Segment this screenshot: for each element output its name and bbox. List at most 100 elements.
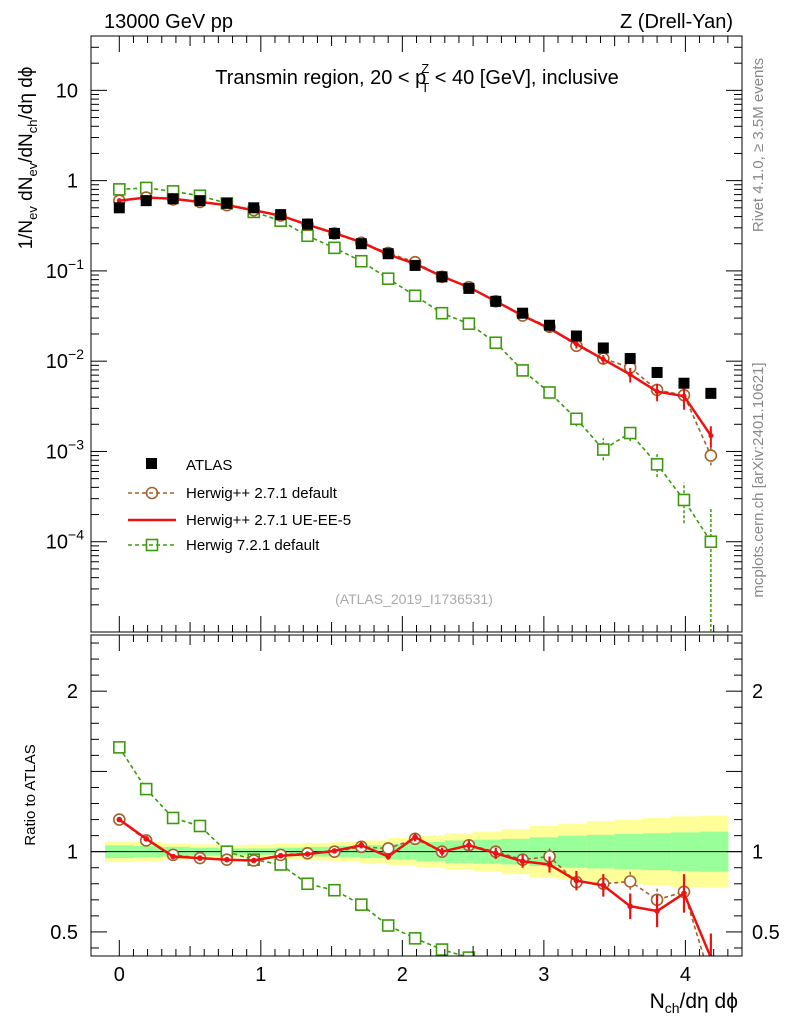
main-point-atlas <box>167 193 179 205</box>
main-point-atlas <box>328 227 340 239</box>
main-point-green <box>328 241 341 255</box>
ratio-point-red <box>412 834 418 841</box>
ratio-series-line-green <box>118 746 467 956</box>
process-label: Z (Drell-Yan) <box>620 11 733 33</box>
rivet-label: Rivet 4.1.0, ≥ 3.5M events <box>750 58 767 232</box>
main-point-green <box>462 317 476 331</box>
ratio-point-red <box>304 851 311 857</box>
main-point-red <box>116 198 122 204</box>
main-axis-tick-labels: 10−4 10−3 10−2 10−1 1 10 <box>46 80 84 553</box>
main-point-green <box>543 386 556 399</box>
legend-atlas-marker <box>146 458 157 469</box>
main-series-line-green <box>119 187 712 543</box>
main-point-atlas <box>463 282 475 294</box>
main-point-red <box>681 393 687 399</box>
main-point-atlas <box>570 330 582 342</box>
main-y-tick-label: 10 <box>56 80 78 102</box>
ratio-point-green <box>462 951 476 956</box>
ratio-point-green <box>301 877 314 891</box>
main-point-atlas <box>651 366 663 378</box>
ratio-point-green <box>166 811 180 825</box>
main-point-red <box>627 372 633 378</box>
legend-entry-herwigpp-ueee5: Herwig++ 2.7.1 UE-EE-5 <box>128 512 351 529</box>
ratio-axis-tick-labels: 0.5 0.5 1 1 2 2 0 1 2 3 4 <box>50 681 780 986</box>
main-point-green <box>355 254 368 268</box>
ratio-point-red <box>573 877 580 884</box>
main-point-green <box>650 458 664 471</box>
ratio-y-tick-label-right: 1 <box>752 842 763 864</box>
main-point-atlas <box>436 271 448 283</box>
main-series-line-red <box>119 196 712 437</box>
ratio-point-red <box>519 858 526 865</box>
x-tick-label: 4 <box>680 964 691 986</box>
main-series-line-brown <box>119 196 712 456</box>
main-point-atlas <box>194 195 206 207</box>
ratio-point-red <box>197 855 203 861</box>
ratio-series-line-red <box>118 818 712 956</box>
ratio-point-green <box>113 741 126 754</box>
ratio-point-green <box>435 943 449 956</box>
main-point-atlas <box>221 197 233 209</box>
main-point-red <box>654 389 660 395</box>
ratio-point-green <box>381 919 395 932</box>
x-tick-label: 0 <box>114 964 125 986</box>
main-panel: 10−4 10−3 10−2 10−1 1 10 Transmin region, 20 … <box>16 35 743 633</box>
ratio-point-red <box>546 861 553 868</box>
main-series <box>113 181 718 632</box>
legend-entry-atlas: ATLAS <box>146 457 232 474</box>
main-y-tick-label: 10−2 <box>46 346 84 373</box>
beam-label: 13000 GeV pp <box>104 11 233 33</box>
ratio-axis-ticks <box>91 635 743 956</box>
ratio-y-tick-label-left: 0.5 <box>50 922 78 944</box>
main-point-green <box>704 535 718 549</box>
ratio-point-red <box>277 852 284 859</box>
main-y-tick-label: 10−4 <box>46 527 84 554</box>
legend-herwigpp-ueee5-label: Herwig++ 2.7.1 UE-EE-5 <box>186 512 351 529</box>
x-tick-label: 1 <box>255 964 266 986</box>
ratio-point-red <box>358 842 365 849</box>
ratio-point-red <box>627 903 633 910</box>
ratio-point-red <box>600 882 607 889</box>
ratio-point-red <box>439 848 445 855</box>
x-tick-label: 2 <box>397 964 408 986</box>
main-point-atlas <box>544 319 556 331</box>
main-point-atlas <box>705 387 717 399</box>
ratio-point-green <box>328 883 341 897</box>
ratio-y-tick-label-right: 0.5 <box>752 922 780 944</box>
ratio-y-tick-label-left: 2 <box>67 681 78 703</box>
x-axis-label: Nch/dη dϕ <box>650 990 738 1016</box>
ratio-y-axis-label: Ratio to ATLAS <box>22 744 39 845</box>
main-axis-ticks <box>91 35 743 633</box>
main-point-green <box>677 493 691 507</box>
x-tick-label: 3 <box>538 964 549 986</box>
main-y-tick-label: 1 <box>67 171 78 193</box>
main-point-atlas <box>302 218 314 230</box>
main-point-red <box>600 356 606 362</box>
main-point-green <box>623 426 637 440</box>
main-point-atlas <box>355 238 367 250</box>
ratio-point-red <box>654 908 660 914</box>
analysis-id: (ATLAS_2019_I1736531) <box>335 591 493 607</box>
ratio-series <box>113 741 714 956</box>
ratio-point-red <box>250 857 257 864</box>
ratio-y-tick-label-left: 1 <box>67 842 78 864</box>
ratio-point-green <box>355 898 368 911</box>
ratio-point-red <box>492 850 499 857</box>
legend-herwig7-default-label: Herwig 7.2.1 default <box>186 537 320 554</box>
ratio-y-tick-label-right: 2 <box>752 681 763 703</box>
main-point-green <box>570 412 583 426</box>
ratio-panel: 0.5 0.5 1 1 2 2 0 1 2 3 4 Ratio to ATLAS Nch/dη dϕ <box>22 634 780 1016</box>
legend-herwigpp-default-label: Herwig++ 2.7.1 default <box>186 485 338 502</box>
main-point-brown <box>704 449 718 462</box>
main-point-atlas <box>113 202 125 214</box>
ratio-point-red <box>116 816 123 823</box>
main-point-atlas <box>248 202 260 214</box>
main-point-atlas <box>678 377 690 389</box>
ratio-point-red <box>224 856 230 863</box>
main-point-green <box>516 364 529 377</box>
main-point-green <box>597 443 610 456</box>
ratio-point-green <box>193 819 207 833</box>
ratio-point-red <box>681 890 687 897</box>
main-point-atlas <box>275 209 287 221</box>
ratio-point-green <box>139 782 153 796</box>
